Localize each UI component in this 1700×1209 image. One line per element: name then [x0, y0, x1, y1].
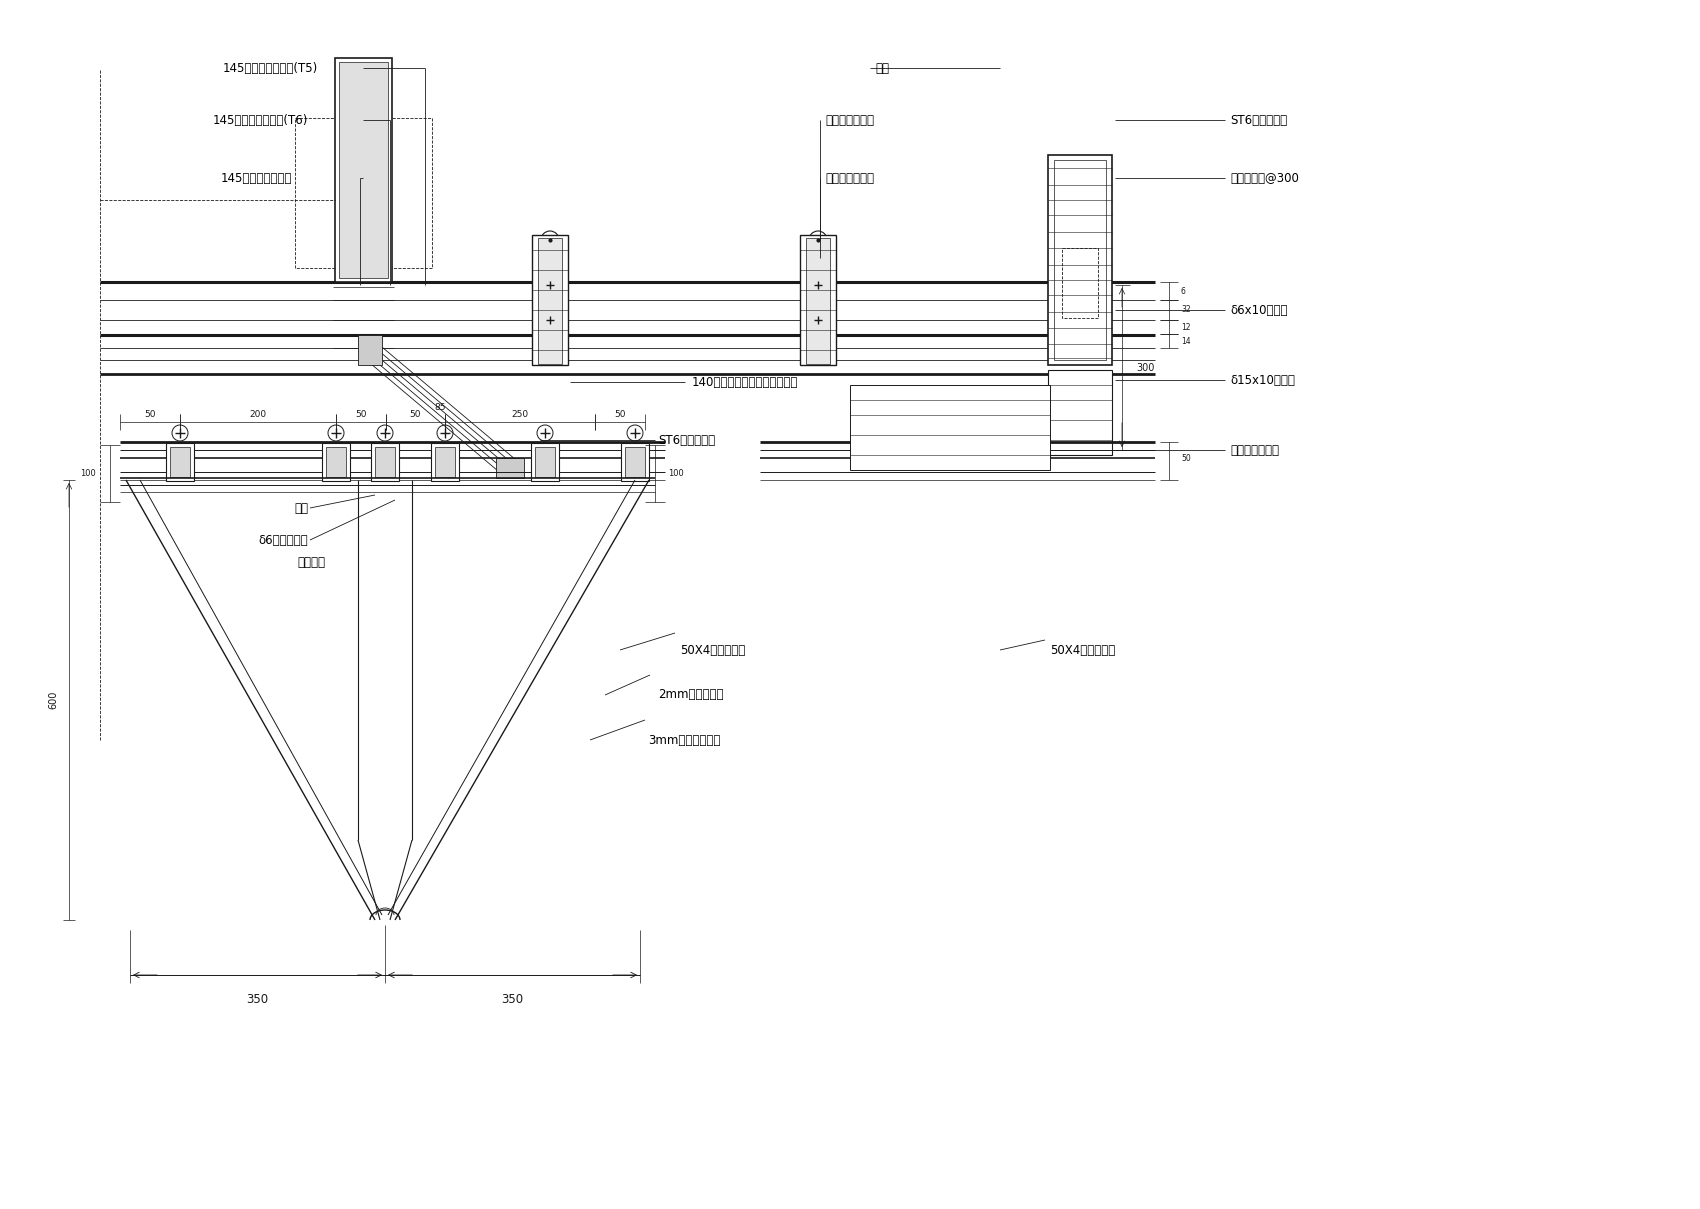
Text: 250: 250: [512, 410, 529, 420]
Bar: [530, 442, 559, 481]
Bar: [1062, 248, 1098, 318]
Text: 350: 350: [246, 993, 269, 1006]
Text: 折页: 折页: [294, 502, 308, 515]
Text: 50X4镀锌钢矩管: 50X4镀锌钢矩管: [1051, 643, 1115, 656]
Bar: [1047, 370, 1112, 455]
Bar: [321, 442, 350, 481]
Bar: [296, 118, 432, 268]
Text: 3mm厚穿孔铝单板: 3mm厚穿孔铝单板: [648, 734, 721, 746]
Text: ST6不锈钢螺钉: ST6不锈钢螺钉: [658, 434, 716, 446]
Bar: [335, 58, 393, 282]
Text: 12: 12: [1182, 323, 1190, 331]
Text: δ6x10双面贴: δ6x10双面贴: [1231, 303, 1287, 317]
Bar: [850, 384, 1051, 470]
Bar: [338, 62, 388, 278]
Text: δ6钢制转接件: δ6钢制转接件: [258, 533, 308, 546]
Bar: [496, 458, 524, 478]
Bar: [532, 235, 568, 365]
Bar: [170, 447, 190, 478]
Bar: [537, 238, 563, 364]
Text: 50X4镀锌钢矩管: 50X4镀锌钢矩管: [680, 643, 745, 656]
Text: 铝合金压板@300: 铝合金压板@300: [1231, 172, 1299, 185]
Text: 50: 50: [1182, 455, 1190, 463]
Text: ST6不锈钢螺钉: ST6不锈钢螺钉: [1231, 114, 1287, 127]
Bar: [1054, 160, 1107, 360]
Text: 50: 50: [355, 410, 367, 420]
Text: 600: 600: [48, 690, 58, 710]
Bar: [806, 238, 830, 364]
Text: 断桥铝合金窗扇: 断桥铝合金窗扇: [824, 114, 874, 127]
Bar: [432, 442, 459, 481]
Bar: [801, 235, 836, 365]
Text: 100: 100: [80, 469, 95, 478]
Bar: [167, 442, 194, 481]
Bar: [536, 447, 554, 478]
Text: 32: 32: [1182, 306, 1190, 314]
Text: 300: 300: [1136, 363, 1154, 374]
Text: 50: 50: [614, 410, 626, 420]
Text: 50: 50: [410, 410, 422, 420]
Bar: [435, 447, 456, 478]
Bar: [359, 335, 382, 365]
Text: 50: 50: [144, 410, 156, 420]
Bar: [371, 442, 400, 481]
Text: 14: 14: [1182, 336, 1190, 346]
Text: 执手: 执手: [876, 62, 889, 75]
Bar: [1047, 155, 1112, 365]
Bar: [326, 447, 347, 478]
Text: 断桥铝合金窗框: 断桥铝合金窗框: [824, 172, 874, 185]
Text: 200: 200: [250, 410, 267, 420]
Text: 145系列铝合金立柱(T6): 145系列铝合金立柱(T6): [212, 114, 308, 127]
Text: 145系列铝合金横梁(T5): 145系列铝合金横梁(T5): [223, 62, 318, 75]
Text: 铝合金玻璃副框: 铝合金玻璃副框: [1231, 444, 1278, 457]
Bar: [626, 447, 644, 478]
Text: 140系列铝合金型材（同横梁）: 140系列铝合金型材（同横梁）: [692, 376, 799, 388]
Text: 6: 6: [1182, 287, 1187, 295]
Bar: [620, 442, 649, 481]
Text: δ15x10结构胶: δ15x10结构胶: [1231, 374, 1295, 387]
Text: 100: 100: [668, 469, 683, 478]
Text: 85: 85: [434, 403, 445, 412]
Text: 氟碳喷涂: 氟碳喷涂: [298, 555, 325, 568]
Text: 350: 350: [502, 993, 524, 1006]
Bar: [376, 447, 394, 478]
Text: 145系列铝合金芯柱: 145系列铝合金芯柱: [221, 172, 292, 185]
Text: 2mm厚防腐垫片: 2mm厚防腐垫片: [658, 688, 724, 701]
